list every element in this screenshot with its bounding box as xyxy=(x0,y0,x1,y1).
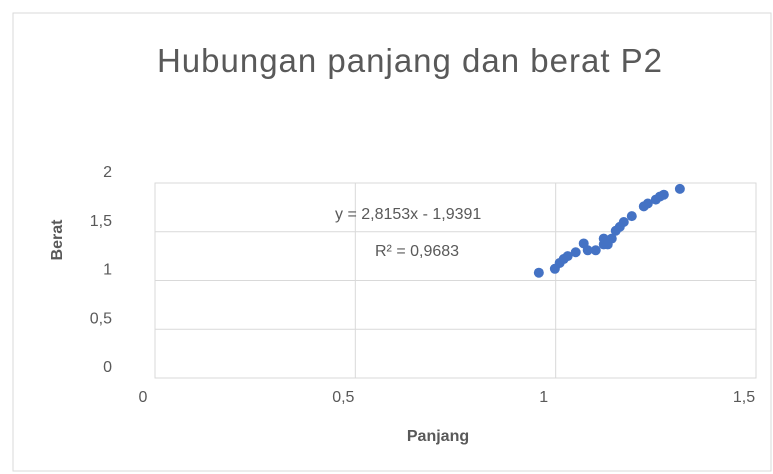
y-tick-label: 2 xyxy=(103,164,112,181)
x-axis-label: Panjang xyxy=(407,428,469,445)
r-squared: R² = 0,9683 xyxy=(375,243,459,260)
point xyxy=(582,245,593,256)
point xyxy=(590,245,601,256)
point xyxy=(626,211,637,222)
y-tick-label: 1 xyxy=(103,262,112,279)
chart-border xyxy=(12,12,772,472)
point xyxy=(642,198,653,209)
point xyxy=(618,217,629,227)
point xyxy=(606,233,617,244)
y-tick-label: 1,5 xyxy=(90,213,112,230)
y-tick-label: 0,5 xyxy=(90,310,112,327)
point xyxy=(533,267,544,278)
x-tick-label: 0,5 xyxy=(332,389,354,406)
point xyxy=(562,251,573,262)
y-axis-label: Berat xyxy=(49,219,66,261)
point xyxy=(658,189,669,200)
x-tick-label: 1,5 xyxy=(733,389,755,406)
chart-title: Hubungan panjang dan berat P2 xyxy=(156,42,664,79)
point xyxy=(674,183,685,194)
trendline-equation: y = 2,8153x - 1,9391 xyxy=(335,206,481,223)
y-tick-label: 0 xyxy=(103,359,112,376)
x-tick-label: 0 xyxy=(139,389,148,406)
x-tick-label: 1 xyxy=(539,389,548,406)
point xyxy=(570,247,581,258)
